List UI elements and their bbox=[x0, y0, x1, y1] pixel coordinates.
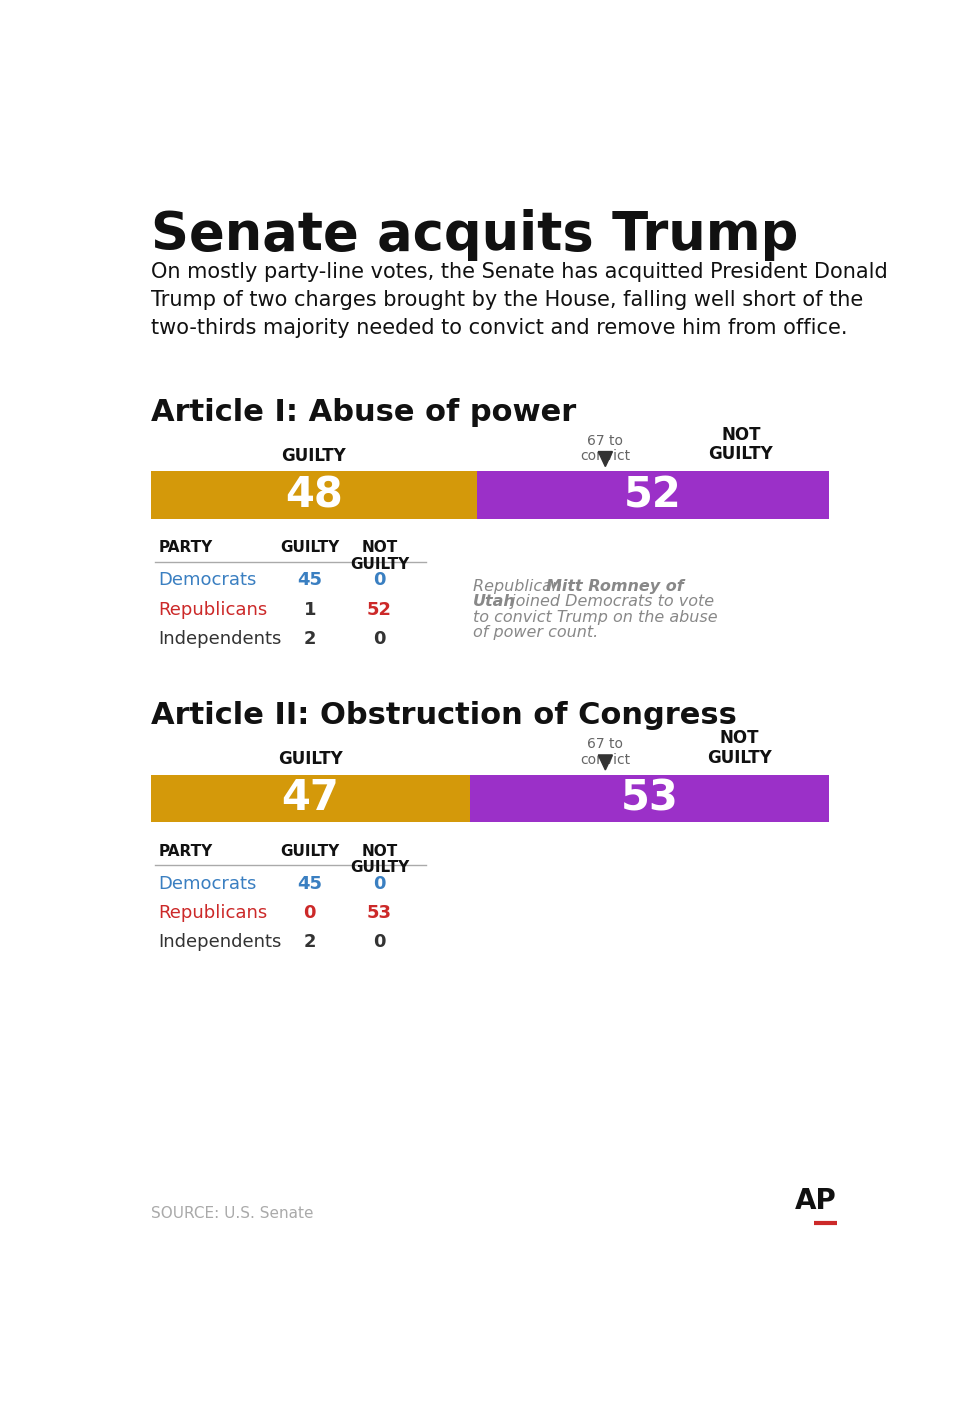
Text: SOURCE: U.S. Senate: SOURCE: U.S. Senate bbox=[151, 1206, 314, 1222]
Text: 47: 47 bbox=[281, 778, 339, 819]
Text: Utah: Utah bbox=[472, 594, 516, 609]
Text: NOT
GUILTY: NOT GUILTY bbox=[350, 541, 409, 571]
Text: 1: 1 bbox=[303, 601, 316, 618]
Text: 52: 52 bbox=[367, 601, 392, 618]
Text: 0: 0 bbox=[373, 874, 386, 893]
Text: Mitt Romney of: Mitt Romney of bbox=[545, 580, 684, 594]
Text: Republicans: Republicans bbox=[158, 601, 268, 618]
Polygon shape bbox=[598, 451, 612, 467]
Bar bbox=[476, 471, 829, 518]
Text: to convict Trump on the abuse: to convict Trump on the abuse bbox=[472, 609, 717, 625]
Text: 2: 2 bbox=[303, 933, 316, 951]
Text: GUILTY: GUILTY bbox=[281, 447, 347, 466]
Text: 0: 0 bbox=[373, 629, 386, 648]
Bar bbox=[151, 471, 476, 518]
Text: AP: AP bbox=[795, 1188, 837, 1215]
Text: Article II: Obstruction of Congress: Article II: Obstruction of Congress bbox=[151, 702, 737, 731]
Text: 52: 52 bbox=[624, 474, 682, 515]
Text: Independents: Independents bbox=[158, 933, 282, 951]
Text: 2: 2 bbox=[303, 629, 316, 648]
Text: NOT
GUILTY: NOT GUILTY bbox=[707, 729, 772, 768]
Text: 53: 53 bbox=[367, 904, 392, 921]
Text: 67 to
convict: 67 to convict bbox=[580, 738, 631, 768]
Text: of power count.: of power count. bbox=[472, 625, 598, 641]
Text: Democrats: Democrats bbox=[158, 874, 257, 893]
Text: 48: 48 bbox=[285, 474, 343, 515]
Text: NOT
GUILTY: NOT GUILTY bbox=[350, 844, 409, 876]
Text: Republican: Republican bbox=[472, 580, 566, 594]
Bar bbox=[151, 775, 469, 822]
Text: GUILTY: GUILTY bbox=[280, 844, 340, 859]
Text: Senate acquits Trump: Senate acquits Trump bbox=[151, 209, 799, 262]
Text: 0: 0 bbox=[373, 933, 386, 951]
Text: GUILTY: GUILTY bbox=[278, 750, 343, 769]
Text: 67 to
convict: 67 to convict bbox=[580, 434, 631, 463]
Text: NOT
GUILTY: NOT GUILTY bbox=[708, 426, 774, 463]
Text: 0: 0 bbox=[303, 904, 316, 921]
Text: 45: 45 bbox=[298, 874, 323, 893]
Text: 53: 53 bbox=[620, 778, 679, 819]
Text: joined Democrats to vote: joined Democrats to vote bbox=[506, 594, 714, 609]
Text: Independents: Independents bbox=[158, 629, 282, 648]
Text: Democrats: Democrats bbox=[158, 571, 257, 590]
Polygon shape bbox=[598, 755, 612, 770]
Text: PARTY: PARTY bbox=[158, 844, 213, 859]
Text: 45: 45 bbox=[298, 571, 323, 590]
Bar bbox=[469, 775, 829, 822]
Text: Article I: Abuse of power: Article I: Abuse of power bbox=[151, 399, 576, 427]
Text: On mostly party-line votes, the Senate has acquitted President Donald
Trump of t: On mostly party-line votes, the Senate h… bbox=[151, 262, 888, 337]
Text: 0: 0 bbox=[373, 571, 386, 590]
Text: Republicans: Republicans bbox=[158, 904, 268, 921]
Text: GUILTY: GUILTY bbox=[280, 541, 340, 555]
Text: PARTY: PARTY bbox=[158, 541, 213, 555]
